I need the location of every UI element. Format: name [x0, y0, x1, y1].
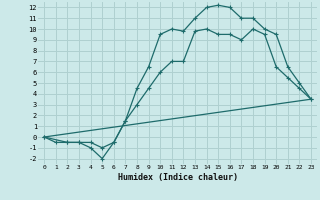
- X-axis label: Humidex (Indice chaleur): Humidex (Indice chaleur): [118, 173, 238, 182]
